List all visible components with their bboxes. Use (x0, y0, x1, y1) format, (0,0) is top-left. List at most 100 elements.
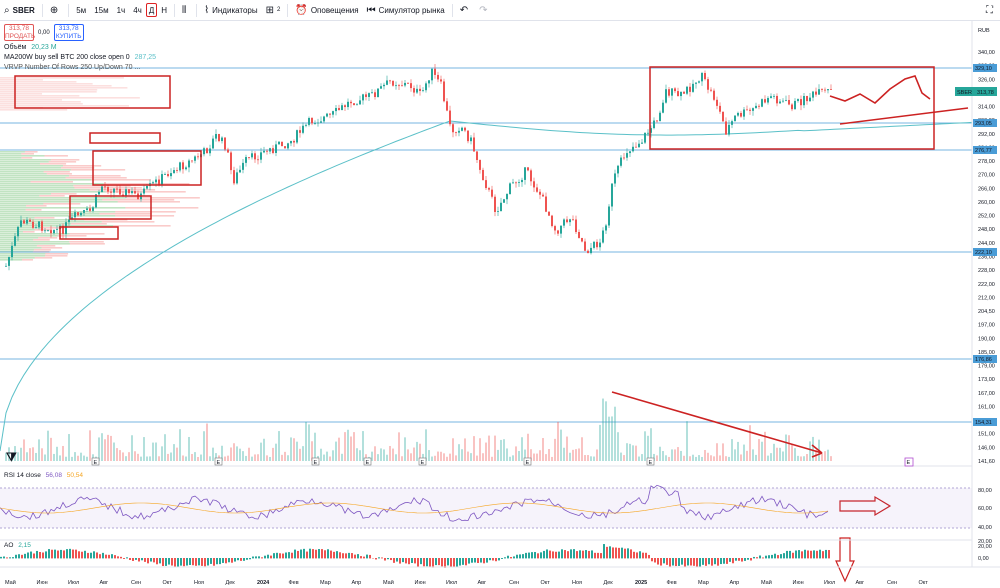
volume-bar (536, 453, 538, 461)
ao-bar (432, 558, 434, 568)
candle-body (83, 209, 85, 213)
ao-bar (282, 553, 284, 559)
ao-bar (42, 552, 44, 559)
chart-type-button[interactable]: ⫴ (178, 0, 193, 21)
price-tick-label: 167,00 (978, 391, 995, 397)
profile-row-down (101, 221, 155, 223)
price-tick-label: 204,50 (978, 309, 995, 315)
volume-bar (413, 447, 415, 461)
candle-body (461, 127, 463, 131)
interval-5m[interactable]: 5м (76, 5, 87, 15)
ao-bar (393, 558, 395, 563)
volume-bar (83, 455, 85, 461)
ao-bar (567, 551, 569, 559)
candle-body (557, 230, 559, 234)
ao-bar (60, 549, 62, 559)
candle-body (176, 170, 178, 171)
fullscreen-button[interactable]: ⛶ (982, 0, 1000, 21)
volume-bar (518, 451, 520, 461)
volume-bar (320, 448, 322, 461)
volume-bar (293, 438, 295, 461)
volume-bar (284, 451, 286, 461)
volume-bar (59, 455, 61, 461)
candle-body (674, 88, 676, 92)
ma-legend[interactable]: MA200W buy sell BTC 200 close open 0 287… (4, 53, 156, 63)
ao-bar (777, 555, 779, 559)
time-tick-label: Ноя (572, 580, 582, 586)
ao-bar (336, 551, 338, 559)
volume-bar (74, 452, 76, 461)
profile-row-upper (0, 87, 128, 89)
ao-legend[interactable]: AO 2,15 (4, 542, 31, 549)
alerts-button[interactable]: ⏰ Оповещения (291, 0, 362, 21)
candle-body (32, 221, 34, 228)
ao-bar (123, 558, 125, 559)
price-axis[interactable]: RUB340,00332,00326,00320,00314,00300,002… (0, 21, 1000, 568)
sell-button[interactable]: 313,78 ПРОДАТЬ (4, 24, 35, 41)
candle-body (785, 99, 787, 101)
interval-15m[interactable]: 15м (94, 5, 109, 15)
ao-bar (399, 558, 401, 564)
indicators-button[interactable]: ⌇ Индикаторы (200, 0, 261, 21)
interval-4h[interactable]: 4ч (133, 5, 142, 15)
volume-bar (500, 439, 502, 461)
profile-row-up (0, 189, 90, 191)
volume-bar (86, 456, 88, 461)
volume-bar (176, 447, 178, 461)
candle-body (497, 211, 499, 212)
price-tick-label: 260,00 (978, 200, 995, 206)
ao-bar (24, 553, 26, 559)
interval-day[interactable]: Д (145, 3, 158, 17)
profile-row-upper (0, 79, 43, 81)
candle-body (326, 113, 328, 117)
candle-body (155, 179, 157, 183)
chart-canvas[interactable]: RUB340,00332,00326,00320,00314,00300,002… (0, 21, 1000, 588)
ao-bar (618, 547, 620, 559)
ao-bar (813, 550, 815, 559)
buy-button[interactable]: 313,78 КУПИТЬ (53, 24, 84, 41)
volume-bar (188, 436, 190, 461)
rsi-legend[interactable]: RSI 14 close 56,08 50,54 (4, 472, 83, 479)
drawings-annotations[interactable] (14, 66, 969, 583)
volume-bar (632, 445, 634, 461)
candle-body (320, 121, 322, 123)
candle-body (491, 189, 493, 197)
interval-1h[interactable]: 1ч (116, 5, 126, 15)
profile-row-up (0, 193, 52, 195)
candle-body (551, 215, 553, 227)
candle-body (665, 89, 667, 103)
ao-bar (9, 557, 11, 559)
vrvp-legend[interactable]: VRVP Number Of Rows 250 Up/Down 70 ... (4, 63, 156, 73)
candle-body (812, 91, 814, 98)
volume-bar (605, 401, 607, 461)
layouts-button[interactable]: ⊞ 2 (262, 0, 285, 21)
replay-button[interactable]: ⏮ Симулятор рынка (363, 0, 449, 21)
ao-bar (312, 549, 314, 559)
price-tick-label: 292,00 (978, 132, 995, 138)
volume-legend[interactable]: Объём 20,23 M (4, 43, 156, 53)
volume-bar (392, 448, 394, 461)
undo-button[interactable]: ↶ (456, 0, 475, 21)
time-axis[interactable]: Май Июн Июл Авг Сен Окт Ноя Дек 2024 Фев Мар Апр Май… (5, 579, 928, 586)
symbol-search[interactable]: ⌕ SBER (0, 0, 39, 21)
candle-body (647, 132, 649, 134)
candle-body (479, 160, 481, 170)
redo-button[interactable]: ↷ (475, 0, 494, 21)
candle-body (299, 130, 301, 133)
time-tick-label: Апр (352, 580, 362, 586)
compare-button[interactable]: ⊕ (46, 0, 65, 21)
separator (41, 3, 43, 17)
volume-bar (482, 453, 484, 461)
interval-week[interactable]: Н (161, 5, 168, 15)
volume-bar (206, 423, 208, 461)
volume-bar (563, 447, 565, 461)
profile-row-down (113, 225, 171, 227)
profile-row-down (34, 217, 55, 219)
ao-bar (381, 557, 383, 559)
candle-body (743, 109, 745, 117)
candle-body (266, 150, 268, 152)
profile-row-down (51, 193, 77, 195)
ao-bar (420, 558, 422, 565)
arrow-head (811, 444, 823, 458)
candle-body (191, 160, 193, 162)
